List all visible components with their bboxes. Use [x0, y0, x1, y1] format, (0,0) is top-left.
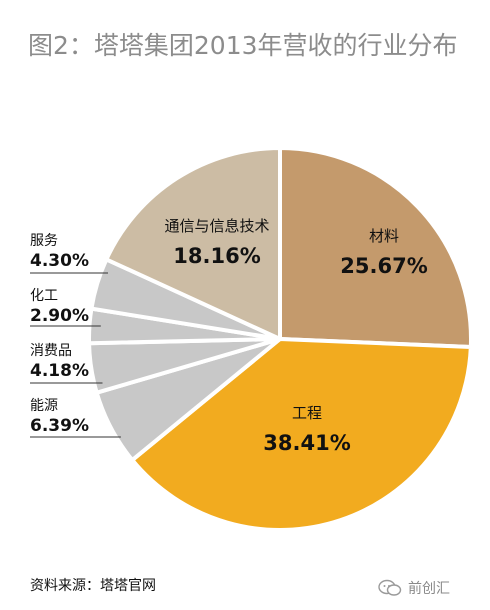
leader-lines	[30, 272, 121, 438]
slice-labels: 材料 25.67% 工程 38.41% 能源 6.39% 消费品 4.18% 化工 2.90% 服务…	[30, 217, 428, 455]
slice-value-label: 38.41%	[263, 431, 350, 455]
source-note: 资料来源：塔塔官网	[30, 578, 156, 594]
slice-name-label: 工程	[292, 404, 322, 422]
slice-value-label: 4.18%	[30, 361, 89, 381]
slice-value-label: 18.16%	[173, 244, 260, 268]
pie-slice-2	[130, 337, 473, 533]
slice-name-label: 消费品	[30, 343, 72, 359]
brand-name: 前创汇	[408, 581, 450, 597]
slice-name-label: 通信与信息技术	[164, 217, 269, 235]
slice-name-label: 材料	[369, 227, 399, 245]
slice-value-label: 25.67%	[340, 254, 427, 278]
slice-name-label: 能源	[30, 398, 58, 414]
slice-value-label: 2.90%	[30, 306, 89, 326]
brand-watermark: 前创汇	[378, 578, 450, 598]
slice-name-label: 服务	[30, 233, 58, 249]
wechat-icon	[378, 579, 402, 596]
slice-name-label: 化工	[30, 288, 58, 304]
pie-slice-7	[104, 146, 282, 341]
slice-value-label: 6.39%	[30, 416, 89, 436]
chart-title: 图2：塔塔集团2013年营收的行业分布	[28, 31, 458, 60]
pie-slice-1	[278, 146, 473, 350]
slice-value-label: 4.30%	[30, 251, 89, 271]
pie-slices	[87, 146, 473, 533]
